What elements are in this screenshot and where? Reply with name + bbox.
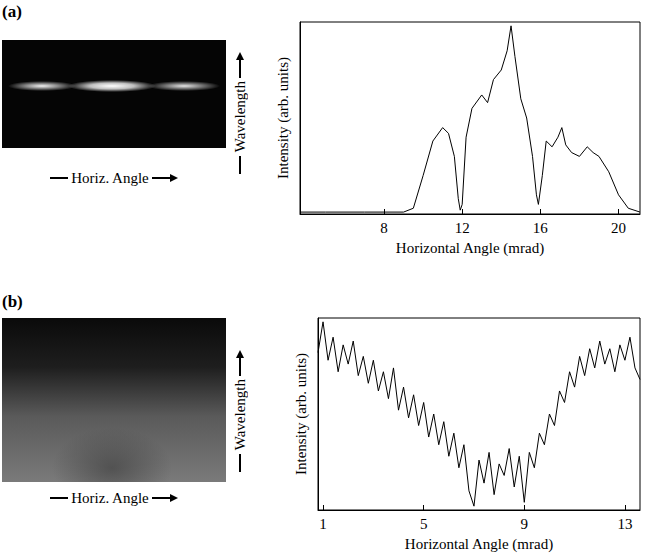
svg-text:Horizontal Angle (mrad): Horizontal Angle (mrad) <box>405 536 553 553</box>
svg-text:Intensity (arb. units): Intensity (arb. units) <box>275 57 292 179</box>
svg-text:13: 13 <box>617 516 632 532</box>
html-text:(a): (a) <box>2 2 22 21</box>
html-text:Horiz. Angle: Horiz. Angle <box>71 169 149 186</box>
svg-text:16: 16 <box>533 220 549 236</box>
svg-text:9: 9 <box>521 516 529 532</box>
svg-text:8: 8 <box>380 220 388 236</box>
html-text:Wavelength: Wavelength <box>231 379 248 451</box>
svg-text:5: 5 <box>420 516 428 532</box>
html-text:(b): (b) <box>2 292 23 311</box>
html-text:Wavelength: Wavelength <box>231 81 248 153</box>
svg-text:Horizontal Angle (mrad): Horizontal Angle (mrad) <box>396 240 544 257</box>
svg-text:12: 12 <box>455 220 470 236</box>
svg-text:20: 20 <box>611 220 626 236</box>
svg-text:1: 1 <box>319 516 327 532</box>
svg-text:Intensity (arb. units): Intensity (arb. units) <box>293 353 310 475</box>
html-text:Horiz. Angle: Horiz. Angle <box>71 489 149 506</box>
